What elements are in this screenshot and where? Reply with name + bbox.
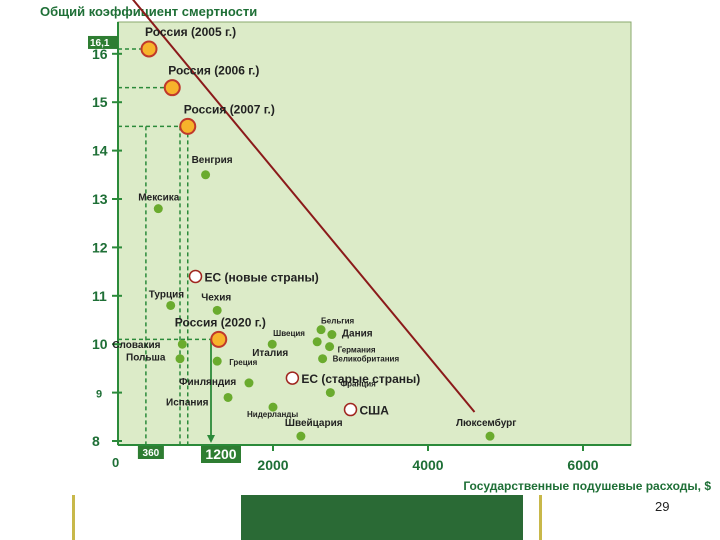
y-tick-label: 14 (92, 143, 108, 159)
country-point (318, 354, 328, 364)
country-label: Люксембург (456, 417, 516, 429)
x-special-label: 1200 (205, 446, 236, 462)
russia-label: Россия (2007 г.) (184, 102, 275, 116)
y-tick-label: 16 (92, 46, 108, 62)
country-label: Франция (340, 380, 376, 389)
y-tick-label: 9 (96, 389, 102, 401)
country-point (201, 170, 211, 180)
country-label: Дания (342, 329, 373, 340)
trend-line (132, 0, 476, 413)
y-tick-label: 10 (92, 336, 108, 352)
country-label: Словакия (112, 340, 160, 351)
country-point (212, 356, 222, 366)
x-tick-label: 4000 (412, 457, 443, 473)
page-number: 29 (655, 499, 670, 514)
country-label: Великобритания (333, 355, 400, 364)
russia-point (140, 40, 158, 58)
y-tick-label: 12 (92, 239, 108, 255)
country-label: Нидерланды (247, 410, 298, 419)
country-point (485, 431, 495, 441)
country-point (175, 354, 185, 364)
country-label: Швейцария (285, 418, 343, 429)
chart-title: Общий коэффициент смертности (40, 4, 257, 19)
country-point (244, 378, 254, 388)
country-label: Чехия (201, 292, 231, 303)
country-label: Швеция (273, 329, 305, 338)
x-origin-label: 0 (112, 455, 119, 470)
country-point (312, 337, 322, 347)
country-point (325, 388, 335, 398)
group-label: ЕС (новые страны) (205, 270, 319, 284)
russia-label: Россия (2020 г.) (175, 315, 266, 329)
russia-point (210, 330, 228, 348)
x-special-label: 360 (143, 448, 160, 459)
russia-label: Россия (2006 г.) (168, 64, 259, 78)
country-label: Италия (252, 348, 288, 359)
x-special-box (201, 446, 241, 463)
country-label: Венгрия (192, 155, 233, 166)
group-point (188, 269, 203, 284)
group-point (285, 371, 300, 385)
country-label: Испания (166, 397, 209, 408)
country-point (166, 300, 176, 310)
country-point (267, 339, 277, 349)
russia-label: Россия (2005 г.) (145, 25, 236, 39)
group-point (343, 402, 358, 417)
x-tick-label: 6000 (567, 457, 598, 473)
y-tick-label: 13 (92, 191, 108, 207)
country-point (296, 431, 306, 441)
country-label: Финляндия (179, 377, 236, 388)
footer-green-bar (241, 495, 523, 540)
x-special-box (137, 446, 164, 459)
y-special-label: 16,1 (90, 38, 110, 49)
country-label: Греция (229, 358, 257, 367)
y-tick-label: 8 (92, 433, 100, 449)
russia-point (163, 79, 181, 97)
country-label: Турция (149, 289, 185, 300)
country-point (177, 339, 187, 349)
group-label: ЕС (старые страны) (301, 372, 420, 386)
footer-divider-right (539, 495, 542, 540)
country-point (316, 325, 326, 335)
country-point (327, 330, 337, 340)
country-point (212, 305, 222, 315)
country-point (268, 402, 278, 412)
country-label: Бельгия (321, 317, 354, 326)
country-point (325, 342, 335, 352)
russia-point (179, 117, 197, 135)
y-tick-label: 11 (92, 288, 107, 304)
y-tick-label: 15 (92, 94, 108, 110)
x-axis-label: Государственные подушевые расходы, $ (463, 479, 711, 493)
country-label: Польша (126, 353, 166, 364)
footer-divider-left (72, 495, 75, 540)
country-label: Германия (338, 346, 376, 355)
x-tick-label: 2000 (257, 457, 288, 473)
country-label: Мексика (138, 193, 179, 204)
y-special-box (88, 35, 118, 49)
arrow-1200-head (207, 435, 215, 443)
country-point (153, 204, 163, 214)
plot-area (117, 21, 632, 446)
country-point (223, 392, 233, 402)
group-label: США (360, 404, 390, 418)
